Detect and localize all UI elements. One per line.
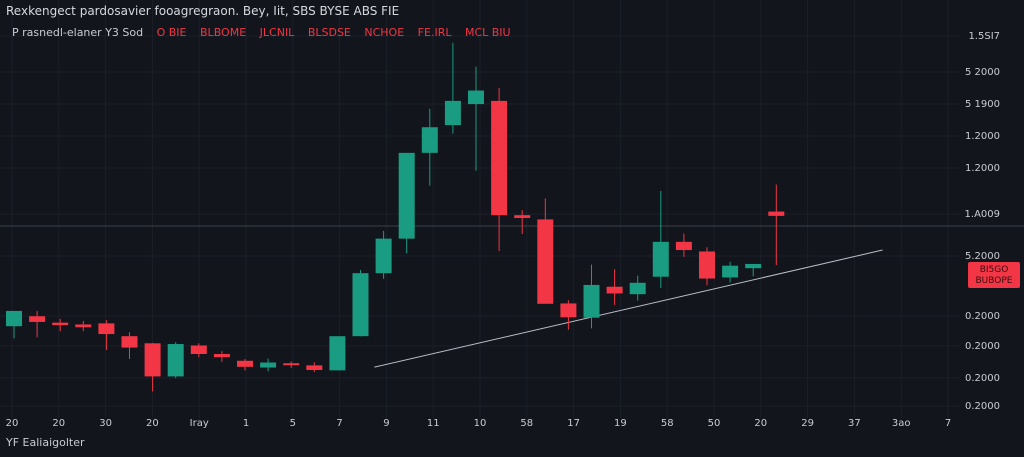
candle-body[interactable] (75, 324, 92, 328)
candle-body[interactable] (722, 265, 739, 278)
x-tick-label: 20 (146, 418, 159, 429)
candle-body[interactable] (52, 322, 69, 326)
symbol-legend: P rasnedl-elaner Y3 Sod O BIE BLBOME JLC… (12, 26, 521, 39)
x-tick-label: Iray (190, 418, 209, 429)
candle-body[interactable] (699, 251, 715, 279)
x-tick-label: 20 (754, 418, 767, 429)
x-tick-label: 50 (708, 418, 721, 429)
candle-body[interactable] (629, 282, 646, 295)
candle-body[interactable] (745, 263, 762, 269)
y-tick-label: 5.2000 (965, 251, 1000, 262)
candle-body[interactable] (491, 100, 508, 216)
y-tick-label: 0.2000 (965, 311, 1000, 322)
candle-body[interactable] (675, 241, 692, 251)
candle-body[interactable] (768, 211, 785, 216)
candle-body[interactable] (283, 363, 300, 366)
symbol-info[interactable]: P rasnedl-elaner Y3 Sod (12, 26, 144, 39)
current-price-label: BUBOPE (976, 276, 1013, 286)
ohlc-value: JLCNIL (259, 26, 295, 39)
candle-body[interactable] (6, 310, 22, 327)
candle-body[interactable] (398, 152, 415, 239)
candle-body[interactable] (306, 365, 323, 371)
x-tick-label: 20 (52, 418, 65, 429)
ohlc-value: NCHOE (364, 26, 405, 39)
y-tick-label: 1.2000 (965, 131, 1000, 142)
current-price-label: BI5GO (980, 265, 1009, 275)
ohlc-value: BLSDSE (307, 26, 351, 39)
logo-watermark: YF Ealiaigolter (6, 436, 85, 449)
x-tick-label: 17 (567, 418, 580, 429)
candle-body[interactable] (352, 273, 369, 337)
x-tick-label: 9 (383, 418, 389, 429)
candle-body[interactable] (514, 215, 531, 218)
candle-body[interactable] (329, 336, 346, 371)
candle-body[interactable] (421, 127, 438, 153)
ohlc-value: O BIE (156, 26, 187, 39)
x-tick-label: 7 (945, 418, 951, 429)
candle-body[interactable] (237, 360, 253, 367)
candle-body[interactable] (98, 323, 115, 335)
candle-body[interactable] (444, 100, 461, 126)
x-tick-label: 30 (99, 418, 112, 429)
candle-body[interactable] (583, 284, 600, 318)
candle-body[interactable] (167, 344, 184, 377)
chart-title: Rexkengect pardosavier fooagregraon. Bey… (6, 4, 400, 18)
y-tick-label: 5 1900 (965, 99, 1000, 110)
x-tick-label: 1 (243, 418, 249, 429)
x-tick-label: 37 (848, 418, 861, 429)
candle-body[interactable] (468, 90, 484, 105)
ohlc-value: BLBOME (200, 26, 247, 39)
y-tick-label: 0.2000 (965, 373, 1000, 384)
candle-body[interactable] (29, 316, 46, 322)
y-tick-label: 0.2000 (965, 341, 1000, 352)
candle-body[interactable] (560, 303, 577, 318)
y-tick-label: 0.2000 (965, 401, 1000, 412)
x-tick-label: 19 (614, 418, 627, 429)
x-tick-label: 58 (520, 418, 533, 429)
x-tick-label: 3ao (892, 418, 911, 429)
candle-body[interactable] (144, 343, 161, 377)
y-tick-label: 1.A009 (965, 209, 1000, 220)
candle-body[interactable] (121, 336, 138, 348)
y-tick-label: 1.2000 (965, 163, 1000, 174)
candle-body[interactable] (375, 238, 392, 274)
current-price-tag (968, 262, 1020, 288)
candle-body[interactable] (213, 353, 230, 358)
x-tick-label: 58 (661, 418, 674, 429)
candle-body[interactable] (537, 219, 554, 304)
y-tick-label: 5 2000 (965, 67, 1000, 78)
candle-body[interactable] (652, 241, 669, 277)
ohlc-value: FE.IRL (417, 26, 452, 39)
x-tick-label: 11 (427, 418, 440, 429)
x-tick-label: 10 (474, 418, 487, 429)
ohlc-value: MCL BIU (464, 26, 511, 39)
candle-body[interactable] (606, 286, 623, 294)
x-tick-label: 5 (290, 418, 296, 429)
x-tick-label: 20 (6, 418, 19, 429)
y-tick-label: 1.5SI7 (968, 31, 1000, 42)
trendline[interactable] (374, 249, 883, 368)
x-tick-label: 7 (336, 418, 342, 429)
candle-body[interactable] (260, 362, 277, 368)
candle-body[interactable] (190, 345, 207, 354)
x-tick-label: 29 (801, 418, 814, 429)
